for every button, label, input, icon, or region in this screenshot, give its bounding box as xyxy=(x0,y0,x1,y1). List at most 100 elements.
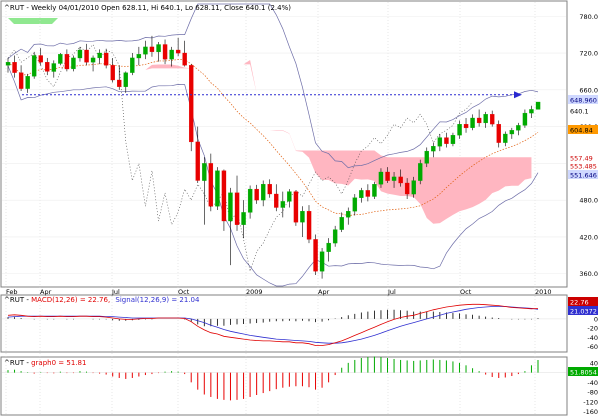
price-axis-label: 720.0 xyxy=(579,50,598,58)
price-axis-label: 420.0 xyxy=(579,233,598,241)
price-tag-cloud-b: 553.485 xyxy=(570,163,597,171)
candle-body xyxy=(221,170,227,222)
candle-body xyxy=(267,184,272,195)
candle-body xyxy=(117,79,122,87)
candle-body xyxy=(45,62,50,72)
macd-axis-label: -60 xyxy=(587,343,598,351)
bollinger-upper xyxy=(7,3,539,169)
candle-body xyxy=(431,146,436,152)
candle-body xyxy=(352,197,358,212)
candle-body xyxy=(332,229,338,244)
candle-body xyxy=(162,44,168,60)
candle-body xyxy=(208,163,214,207)
price-axis-label: 480.0 xyxy=(579,197,598,205)
macd-axis-label: -40 xyxy=(587,334,598,342)
x-axis-label: Jul xyxy=(387,288,396,296)
x-axis-label: Oct xyxy=(460,288,472,296)
candle-body xyxy=(483,114,488,124)
candle-body xyxy=(326,242,331,252)
candle-body xyxy=(319,251,325,272)
x-axis-label: Apr xyxy=(40,288,52,296)
macd-title-prefix: ^RUT - xyxy=(4,296,31,304)
candle-body xyxy=(411,180,416,195)
candle-body xyxy=(496,124,501,143)
candle-body xyxy=(450,135,456,144)
macd-axis-label: -20 xyxy=(587,325,598,333)
osc-axis-label: -160 xyxy=(583,408,598,416)
candle-body xyxy=(470,117,475,128)
candle-body xyxy=(535,101,541,110)
candle-body xyxy=(476,117,482,124)
candle-body xyxy=(38,55,43,63)
candle-body xyxy=(58,54,63,64)
osc-axis-label: -120 xyxy=(583,398,598,406)
price-tag-ma: 604.84 xyxy=(570,127,593,135)
candle-body xyxy=(287,191,292,202)
candle-body xyxy=(418,163,423,181)
candle-body xyxy=(313,239,318,272)
candle-body xyxy=(516,125,521,131)
price-axis-label: 660.0 xyxy=(579,86,598,94)
candle-body xyxy=(503,133,508,143)
candle-body xyxy=(31,55,37,77)
candle-body xyxy=(136,54,142,59)
price-panel-frame xyxy=(0,0,568,288)
macd-tag-signal: 21.0372 xyxy=(570,308,597,316)
candle-body xyxy=(77,49,83,59)
candle-body xyxy=(110,65,115,81)
candle-body xyxy=(149,46,155,52)
osc-tag-value: 51.8054 xyxy=(570,369,597,377)
candle-body xyxy=(306,211,312,240)
candle-body xyxy=(254,188,259,201)
y-axis-labels: 780.0720.0660.0600.0540.0480.0420.0360.0… xyxy=(579,13,598,416)
osc-axis-label: -40 xyxy=(587,379,598,387)
macd-lines xyxy=(2,303,566,346)
candle-body xyxy=(169,49,174,60)
candle-body xyxy=(444,137,449,144)
macd-title: ^RUT - MACD(12,26) = 22.76, Signal(12,26… xyxy=(4,296,200,304)
osc-tag-value-bg xyxy=(568,367,598,376)
macd-line xyxy=(7,303,539,346)
candle-body xyxy=(424,150,429,164)
macd-axis-label: 0 xyxy=(594,315,598,323)
candle-body xyxy=(339,217,344,230)
candle-body xyxy=(123,72,128,87)
candle-body xyxy=(143,46,148,55)
price-tag-close: 640.1 xyxy=(570,108,589,116)
macd-tag-macd-bg xyxy=(568,297,598,306)
candlesticks xyxy=(5,35,541,279)
candle-body xyxy=(274,193,279,208)
x-axis-labels: Feb Apr Jul Oct 2009 Apr Jul Oct 2010 xyxy=(6,288,552,296)
candle-body xyxy=(90,57,96,63)
candle-body xyxy=(71,57,76,70)
price-tag-band-upper-bg xyxy=(568,95,598,104)
candle-body xyxy=(103,52,109,66)
candle-body xyxy=(97,52,102,59)
candle-body xyxy=(391,176,397,181)
price-tag-cloud-a: 557.49 xyxy=(570,155,593,163)
macd-title-signal: Signal(12,26,9) = 21.04 xyxy=(115,296,200,304)
candle-body xyxy=(5,62,11,66)
x-axis-label: 2009 xyxy=(246,288,263,296)
candle-body xyxy=(241,212,246,225)
candle-body xyxy=(234,192,240,225)
candle-body xyxy=(195,141,200,181)
candle-body xyxy=(51,63,57,72)
candle-body xyxy=(293,191,299,223)
candle-body xyxy=(189,65,194,143)
legend-swatch xyxy=(8,18,58,24)
candle-body xyxy=(359,190,364,198)
osc-axis-label: -80 xyxy=(587,389,598,397)
candle-body xyxy=(182,52,187,66)
candle-body xyxy=(463,124,469,129)
price-tag-close-bg xyxy=(568,106,598,115)
candle-body xyxy=(156,44,161,53)
osc-title-prefix: ^RUT - xyxy=(4,359,31,367)
macd-tag-macd: 22.76 xyxy=(570,299,589,307)
price-tag-band-lower: 551.646 xyxy=(570,172,597,180)
candle-body xyxy=(202,163,207,181)
cloud-area xyxy=(73,59,532,224)
price-tag-ma-bg xyxy=(568,125,598,134)
candle-body xyxy=(247,188,253,213)
